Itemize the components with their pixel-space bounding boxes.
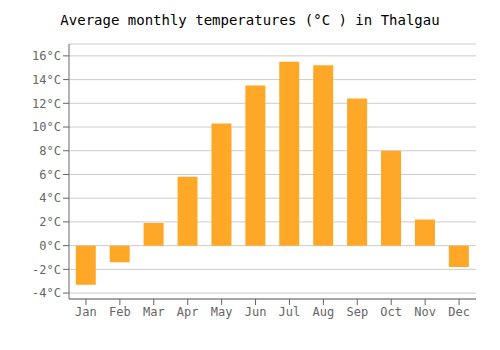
svg-text:10°C: 10°C <box>32 120 61 134</box>
svg-text:6°C: 6°C <box>39 168 61 182</box>
svg-text:0°C: 0°C <box>39 239 61 253</box>
svg-text:Mar: Mar <box>143 305 165 319</box>
svg-text:Feb: Feb <box>109 305 131 319</box>
svg-text:12°C: 12°C <box>32 97 61 111</box>
html-text:Average monthly temperatures (: Average monthly temperatures (°C ) in Th… <box>60 12 440 28</box>
svg-text:16°C: 16°C <box>32 49 61 63</box>
svg-text:Dec: Dec <box>448 305 470 319</box>
svg-text:Aug: Aug <box>313 305 335 319</box>
svg-text:Jan: Jan <box>75 305 97 319</box>
svg-text:Jun: Jun <box>245 305 267 319</box>
svg-text:Nov: Nov <box>414 305 436 319</box>
svg-text:8°C: 8°C <box>39 144 61 158</box>
svg-text:Sep: Sep <box>346 305 368 319</box>
svg-text:Apr: Apr <box>177 305 199 319</box>
svg-text:-4°C: -4°C <box>32 286 61 300</box>
svg-text:Oct: Oct <box>380 305 402 319</box>
svg-text:Jul: Jul <box>279 305 301 319</box>
svg-text:4°C: 4°C <box>39 191 61 205</box>
svg-text:14°C: 14°C <box>32 73 61 87</box>
svg-text:2°C: 2°C <box>39 215 61 229</box>
svg-text:May: May <box>211 305 233 319</box>
svg-text:-2°C: -2°C <box>32 263 61 277</box>
